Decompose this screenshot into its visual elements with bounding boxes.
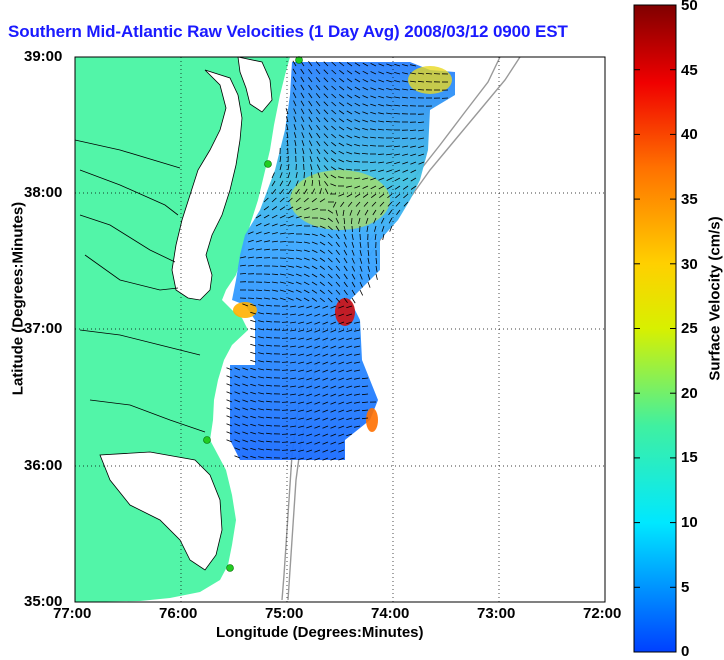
velocity-arrow xyxy=(370,146,376,147)
x-tick-label: 72:00 xyxy=(583,605,621,622)
velocity-arrow xyxy=(352,226,353,232)
y-tick-label: 35:00 xyxy=(24,593,62,610)
radar-station-marker xyxy=(204,437,211,444)
colorbar-tick-label: 10 xyxy=(681,514,698,531)
colorbar-label: Surface Velocity (cm/s) xyxy=(707,184,724,414)
y-tick-label: 39:00 xyxy=(24,48,62,65)
colorbar-tick-label: 30 xyxy=(681,256,698,273)
velocity-hotspot xyxy=(335,298,355,326)
colorbar-tick-label: 15 xyxy=(681,449,698,466)
colorbar-tick-label: 35 xyxy=(681,191,698,208)
x-tick-label: 76:00 xyxy=(159,605,197,622)
radar-station-marker xyxy=(265,161,272,168)
velocity-hotspot xyxy=(233,302,257,318)
colorbar-tick-label: 50 xyxy=(681,0,698,14)
x-axis-label: Longitude (Degrees:Minutes) xyxy=(216,624,424,641)
velocity-arrow xyxy=(410,98,416,99)
colorbar-tick-label: 20 xyxy=(681,385,698,402)
colorbar-tick-label: 45 xyxy=(681,62,698,79)
x-tick-label: 74:00 xyxy=(371,605,409,622)
radar-station-marker xyxy=(227,565,234,572)
colorbar-tick-label: 40 xyxy=(681,126,698,143)
y-tick-label: 37:00 xyxy=(24,320,62,337)
velocity-arrow xyxy=(288,250,294,251)
colorbar xyxy=(634,5,676,652)
radar-station-marker xyxy=(296,57,303,64)
velocity-hotspot xyxy=(366,408,378,432)
y-axis-label: Latitude (Degrees:Minutes) xyxy=(10,199,27,399)
y-tick-label: 38:00 xyxy=(24,184,62,201)
velocity-arrow xyxy=(280,242,286,243)
velocity-arrow xyxy=(304,172,305,178)
velocity-arrow xyxy=(248,298,254,299)
velocity-arrow xyxy=(418,90,424,91)
colorbar-tick-label: 25 xyxy=(681,320,698,337)
velocity-arrow xyxy=(378,154,384,155)
x-tick-label: 75:00 xyxy=(265,605,303,622)
y-tick-label: 36:00 xyxy=(24,457,62,474)
x-tick-label: 73:00 xyxy=(477,605,515,622)
colorbar-tick-label: 5 xyxy=(681,579,689,596)
colorbar-tick-label: 0 xyxy=(681,643,689,660)
